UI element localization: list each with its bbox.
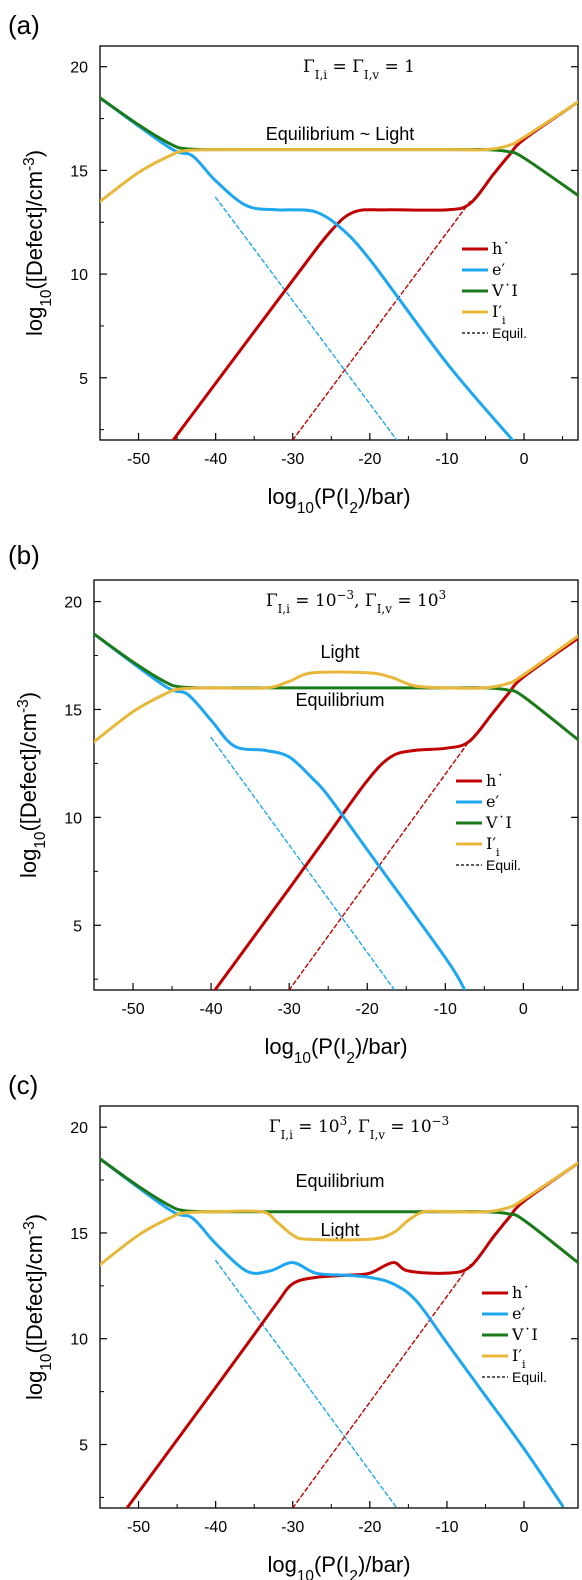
chart-title: ΓI,i = 10−3, ΓI,v = 103 xyxy=(266,588,446,616)
y-tick-label: 5 xyxy=(79,371,88,388)
x-tick-label: -10 xyxy=(434,1001,457,1018)
x-axis-label: log10(P(I2)/bar) xyxy=(264,1034,407,1067)
series-line-hequil xyxy=(288,741,470,990)
x-tick-label: -30 xyxy=(278,1001,301,1018)
plot-frame xyxy=(93,579,579,991)
legend-entry: Equil. xyxy=(486,857,521,873)
series-line-hequil xyxy=(292,1263,471,1508)
series-group xyxy=(100,96,578,440)
y-tick-label: 15 xyxy=(70,163,88,180)
legend-entry: h˙ xyxy=(512,1283,530,1302)
x-tick-label: -30 xyxy=(281,451,304,468)
legend-entry: V˙I xyxy=(485,813,512,832)
y-tick-label: 15 xyxy=(70,1226,88,1243)
x-tick-label: 0 xyxy=(520,451,529,468)
x-axis-label: log10(P(I2)/bar) xyxy=(267,1552,410,1580)
legend-entry: h˙ xyxy=(492,239,510,258)
legend-entry: e′ xyxy=(492,260,505,279)
legend-entry: V˙I xyxy=(491,281,518,300)
series-line-ii xyxy=(100,100,578,204)
x-tick-label: -20 xyxy=(356,1001,379,1018)
y-tick-label: 15 xyxy=(64,702,82,719)
series-line-eequil xyxy=(214,196,398,440)
y-tick-label: 20 xyxy=(70,1120,88,1137)
series-line-h xyxy=(213,636,578,990)
legend-entry: e′ xyxy=(486,792,499,811)
y-tick-label: 10 xyxy=(70,1332,88,1349)
x-tick-label: -40 xyxy=(204,1519,227,1536)
y-tick-label: 10 xyxy=(64,810,82,827)
annotation: Equilibrium xyxy=(295,1171,384,1191)
legend-entry: I′i xyxy=(512,1346,526,1371)
series-line-vi xyxy=(94,632,578,742)
y-tick-label: 10 xyxy=(70,267,88,284)
x-tick-label: -50 xyxy=(121,1001,144,1018)
x-tick-label: 0 xyxy=(519,1001,528,1018)
x-tick-label: -10 xyxy=(435,451,458,468)
panel-label: (a) xyxy=(8,10,40,40)
panel-label: (b) xyxy=(8,540,40,570)
series-line-ii xyxy=(100,1161,578,1267)
legend-entry: V˙I xyxy=(511,1325,538,1344)
annotation: Equilibrium ~ Light xyxy=(266,124,415,144)
x-axis-label: log10(P(I2)/bar) xyxy=(267,484,410,517)
panel-3: (c) -50 -40 -30 -20 -10 0 5 10 15 20 log10(P(I2)/ba… xyxy=(8,1070,579,1580)
y-tick-label: 20 xyxy=(70,60,88,77)
legend-entry: Equil. xyxy=(512,1369,547,1385)
y-axis-label: log10([Defect]/cm-3) xyxy=(15,692,49,878)
x-tick-label: 0 xyxy=(520,1519,529,1536)
x-tick-label: -10 xyxy=(435,1519,458,1536)
annotation: Equilibrium xyxy=(295,690,384,710)
x-tick-label: -20 xyxy=(358,1519,381,1536)
legend-entry: I′i xyxy=(492,302,506,327)
x-tick-label: -20 xyxy=(358,451,381,468)
y-axis-label: log10([Defect]/cm-3) xyxy=(21,1214,55,1400)
series-line-h xyxy=(125,1161,578,1508)
legend-entry: h˙ xyxy=(486,771,504,790)
series-line-hequil xyxy=(292,200,471,440)
series-line-e xyxy=(100,96,514,440)
annotation: Light xyxy=(320,1220,359,1240)
series-line-eequil xyxy=(214,1259,398,1508)
plot-frame xyxy=(99,45,579,441)
panel-1: (a) -50 -40 -30 -20 -10 0 5 10 15 20 log10(P(I2)/ba… xyxy=(8,10,579,517)
x-tick-label: -40 xyxy=(204,451,227,468)
series-line-vi xyxy=(100,1157,578,1265)
y-tick-label: 5 xyxy=(73,918,82,935)
series-line-ii xyxy=(94,634,578,744)
series-group xyxy=(100,1157,578,1508)
legend-entry: e′ xyxy=(512,1304,525,1323)
x-tick-label: -50 xyxy=(127,1519,150,1536)
y-axis-label: log10([Defect]/cm-3) xyxy=(21,150,55,336)
series-line-eequil xyxy=(210,736,396,990)
y-tick-label: 5 xyxy=(79,1438,88,1455)
x-tick-label: -30 xyxy=(281,1519,304,1536)
plot-frame xyxy=(99,1105,579,1509)
legend-entry: Equil. xyxy=(492,325,527,341)
x-tick-label: -40 xyxy=(200,1001,223,1018)
series-group xyxy=(94,632,578,990)
y-tick-label: 20 xyxy=(64,595,82,612)
chart-title: ΓI,i = ΓI,v = 1 xyxy=(303,57,415,82)
panel-2: (b) -50 -40 -30 -20 -10 0 5 10 15 20 log10(P(I2)/ba… xyxy=(8,540,579,1067)
chart-title: ΓI,i = 103, ΓI,v = 10−3 xyxy=(269,1114,449,1142)
x-tick-label: -50 xyxy=(127,451,150,468)
legend-entry: I′i xyxy=(486,834,500,859)
series-line-e xyxy=(100,1157,565,1508)
series-line-e xyxy=(94,632,467,990)
annotation: Light xyxy=(320,642,359,662)
panel-label: (c) xyxy=(8,1070,38,1100)
